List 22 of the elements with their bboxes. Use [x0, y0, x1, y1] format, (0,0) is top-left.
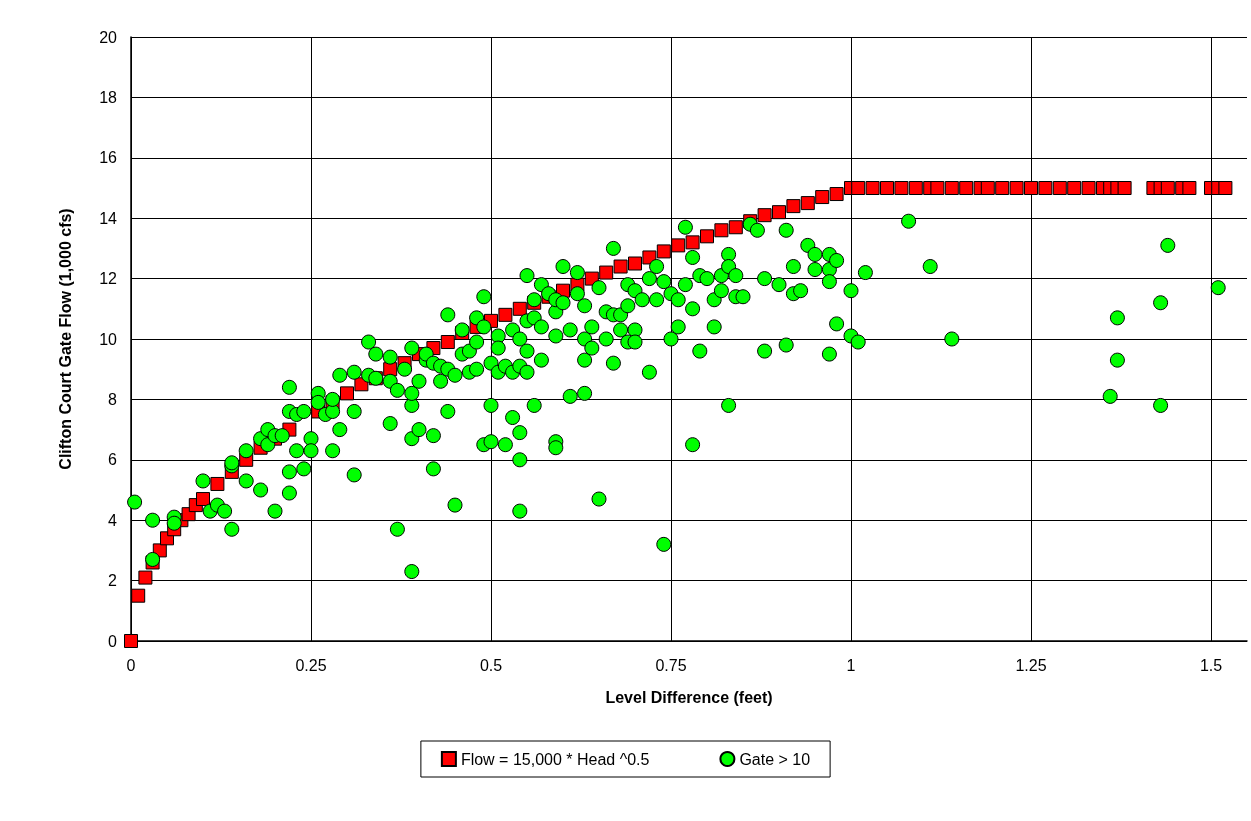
x-tick-label: 1.25 — [1015, 656, 1047, 674]
y-tick-label: 8 — [108, 390, 118, 408]
y-tick-label: 0 — [108, 632, 118, 650]
legend-label: Flow = 15,000 * Head ^0.5 — [460, 750, 650, 768]
x-tick-label: 0.25 — [295, 656, 327, 674]
y-axis-title: Clifton Court Gate Flow (1,000 cfs) — [56, 208, 74, 470]
y-tick-label: 4 — [108, 511, 118, 529]
x-tick-label: 0 — [126, 656, 136, 674]
y-tick-label: 18 — [99, 88, 118, 106]
x-tick-label: 1 — [846, 656, 856, 674]
x-tick-label: 0.5 — [479, 656, 503, 674]
y-tick-label: 10 — [99, 330, 118, 348]
y-tick-label: 16 — [99, 149, 118, 167]
x-axis-title: Level Difference (feet) — [605, 688, 773, 706]
y-tick-label: 12 — [99, 270, 118, 288]
x-tick-label: 0.75 — [655, 656, 687, 674]
y-tick-label: 2 — [108, 572, 118, 590]
x-tick-label: 1.5 — [1199, 656, 1223, 674]
y-tick-label: 20 — [99, 28, 118, 46]
y-tick-label: 6 — [108, 451, 118, 469]
y-tick-label: 14 — [99, 209, 118, 227]
legend-label: Gate > 10 — [739, 750, 811, 768]
